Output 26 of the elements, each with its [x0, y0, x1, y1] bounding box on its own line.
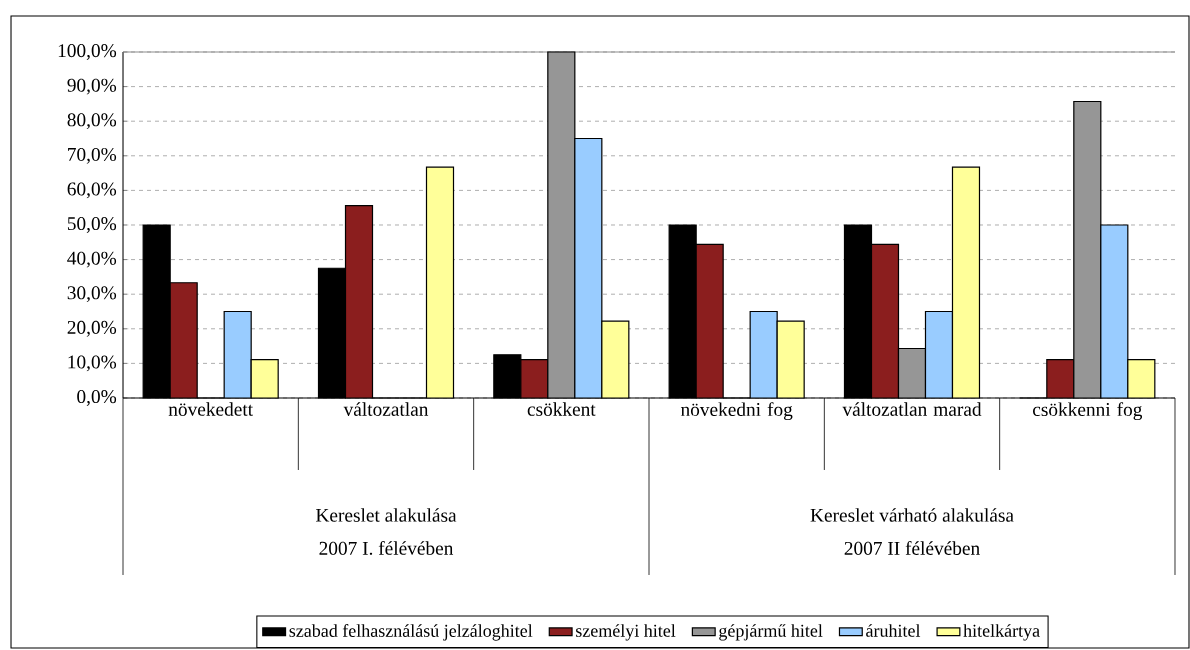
legend-label: gépjármű hitel	[719, 624, 823, 641]
legend-label: áruhitel	[866, 624, 921, 637]
y-tick-label: 60,0%	[67, 182, 117, 199]
y-tick-label: 50,0%	[67, 217, 117, 233]
x-tick-label: változatlan	[343, 402, 429, 416]
text: Kereslet alakulása	[315, 508, 457, 522]
x-tick-label: növekedett	[168, 402, 253, 416]
y-tick-label: 80,0%	[67, 113, 117, 130]
x-tick-label: csökkent	[527, 402, 596, 416]
legend-label: hitelkártya	[963, 624, 1040, 641]
text: Kereslet várható alakulása	[810, 508, 1014, 522]
x-tick-label: változatlan marad	[842, 402, 982, 416]
y-tick-label: 10,0%	[68, 355, 117, 372]
y-tick-label: 70,0%	[68, 147, 117, 164]
text: 2007 II félévében	[844, 541, 980, 555]
y-tick-label: 30,0%	[67, 286, 117, 303]
y-tick-label: 20,0%	[67, 320, 117, 337]
legend-label: személyi hitel	[576, 624, 676, 641]
x-tick-label: növekedni fog	[680, 402, 793, 421]
y-tick-label: 40,0%	[67, 251, 117, 268]
x-tick-label: csökkenni fog	[1032, 402, 1143, 421]
text: 2007 I. félévében	[319, 541, 454, 555]
y-tick-label: 0,0%	[77, 390, 117, 406]
y-tick-label: 90,0%	[67, 78, 117, 95]
y-tick-label: 100,0%	[58, 44, 117, 60]
legend-label: szabad felhasználású jelzáloghitel	[289, 624, 533, 641]
